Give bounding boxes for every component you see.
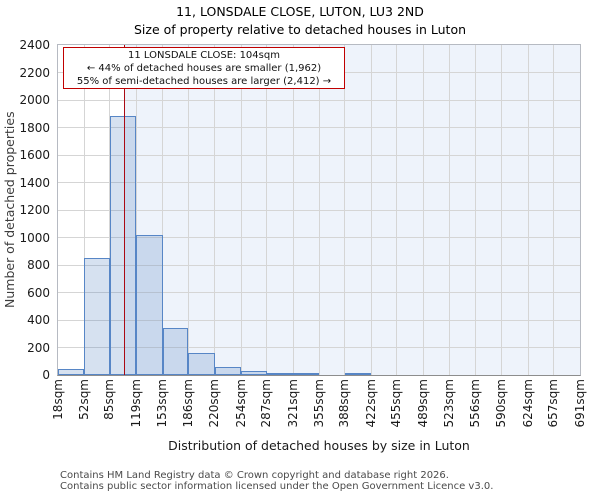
v-gridline: [501, 45, 503, 375]
y-tick-label: 1800: [19, 120, 50, 135]
y-tick-label: 2200: [19, 65, 50, 80]
y-tick-label: 0: [42, 368, 50, 382]
x-tick-label: 388sqm: [337, 379, 352, 428]
histogram-bar: [162, 327, 189, 375]
x-tick-label: 355sqm: [311, 379, 326, 428]
annotation-box: 11 LONSDALE CLOSE: 104sqm ← 44% of detac…: [63, 47, 345, 89]
x-tick-label: 590sqm: [494, 379, 509, 428]
chart-subtitle: Size of property relative to detached ho…: [133, 21, 467, 37]
y-tick-label: 2000: [19, 93, 50, 107]
v-gridline: [240, 45, 242, 375]
v-gridline: [214, 45, 216, 375]
v-gridline: [344, 45, 346, 375]
y-tick-label: 800: [27, 258, 50, 272]
y-tick-label: 400: [27, 313, 50, 327]
x-tick-label: 691sqm: [572, 379, 587, 428]
v-gridline: [83, 45, 85, 375]
x-tick-label: 52sqm: [76, 379, 91, 420]
y-tick-label: 1200: [19, 203, 50, 217]
x-tick-label: 489sqm: [415, 379, 430, 428]
x-tick-label: 624sqm: [520, 379, 535, 428]
footer-line-1: Contains HM Land Registry data © Crown c…: [60, 470, 449, 481]
x-tick-label: 287sqm: [259, 379, 274, 428]
x-tick-label: 455sqm: [389, 379, 404, 428]
y-tick-label: 1600: [19, 148, 50, 162]
v-gridline: [553, 45, 555, 375]
chart-title: 11, LONSDALE CLOSE, LUTON, LU3 2ND: [176, 4, 424, 19]
v-gridline: [474, 45, 476, 375]
v-gridline: [162, 45, 164, 375]
histogram-bar: [293, 373, 320, 375]
annotation-larger-line: 55% of semi-detached houses are larger (…: [76, 76, 332, 88]
v-gridline: [422, 45, 424, 375]
histogram-bar: [188, 353, 215, 375]
x-tick-label: 556sqm: [467, 379, 482, 428]
annotation-property-line: 11 LONSDALE CLOSE: 104sqm: [128, 50, 280, 61]
v-gridline: [135, 45, 137, 375]
v-gridline: [527, 45, 529, 375]
v-gridline: [187, 45, 189, 375]
x-tick-label: 85sqm: [102, 379, 117, 420]
y-tick-label: 2400: [19, 38, 50, 52]
x-tick-label: 153sqm: [155, 379, 170, 428]
y-tick-label: 1000: [19, 230, 50, 245]
x-tick-label: 321sqm: [285, 379, 300, 428]
property-size-marker-line: [123, 45, 126, 375]
x-tick-label: 186sqm: [180, 379, 195, 428]
histogram-bar: [266, 372, 293, 375]
x-tick-label: 119sqm: [128, 379, 143, 428]
attribution-footer: Contains HM Land Registry data © Crown c…: [60, 470, 494, 493]
v-gridline: [449, 45, 451, 375]
x-tick-label: 220sqm: [207, 379, 222, 428]
y-tick-label: 600: [27, 285, 50, 300]
v-gridline: [318, 45, 320, 375]
histogram-bar: [109, 115, 137, 375]
histogram-bar: [136, 235, 163, 375]
annotation-smaller-line: ← 44% of detached houses are smaller (1,…: [86, 63, 322, 75]
x-axis-label: Distribution of detached houses by size …: [168, 438, 470, 453]
y-tick-label: 1400: [19, 175, 50, 190]
x-tick-label: 523sqm: [442, 379, 457, 428]
v-gridline: [396, 45, 398, 375]
histogram-bar: [344, 373, 372, 375]
x-tick-label: 422sqm: [363, 379, 378, 428]
histogram-bar: [214, 367, 242, 375]
histogram-bar: [58, 368, 85, 375]
x-tick-label: 657sqm: [546, 379, 561, 428]
y-tick-label: 200: [27, 340, 50, 355]
plot-area: 11 LONSDALE CLOSE: 104sqm ← 44% of detac…: [57, 44, 581, 376]
v-gridline: [370, 45, 372, 375]
histogram-bar: [84, 258, 110, 375]
x-tick-label: 18sqm: [50, 379, 65, 420]
histogram-bar: [241, 370, 267, 375]
x-tick-label: 254sqm: [233, 379, 248, 428]
v-gridline: [292, 45, 294, 375]
v-gridline: [266, 45, 268, 375]
footer-line-2: Contains public sector information licen…: [60, 480, 494, 492]
